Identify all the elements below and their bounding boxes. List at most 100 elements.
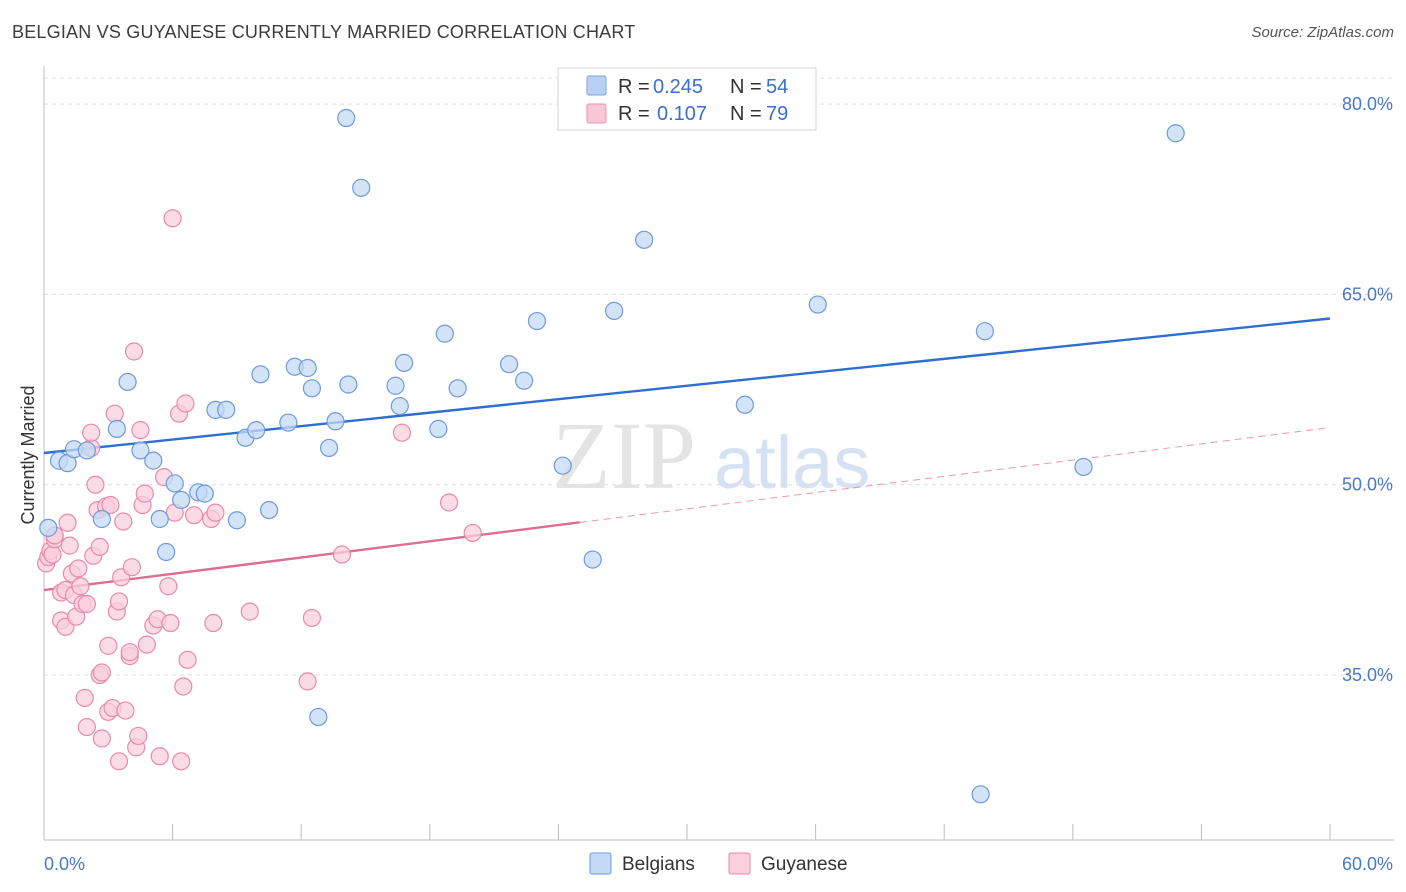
data-points	[37, 108, 1185, 804]
point-belgians	[971, 785, 990, 804]
point-belgians	[515, 371, 534, 390]
point-belgians	[172, 490, 191, 510]
point-guyanese	[124, 342, 144, 361]
trend-line-extension-guyanese	[579, 427, 1331, 523]
point-guyanese	[163, 209, 182, 228]
point-belgians	[1166, 124, 1185, 143]
point-belgians	[302, 379, 322, 398]
point-belgians	[339, 375, 358, 394]
point-guyanese	[120, 643, 139, 662]
gridlines	[44, 77, 1394, 676]
point-guyanese	[161, 613, 180, 633]
point-guyanese	[172, 752, 191, 771]
point-belgians	[635, 230, 654, 249]
point-guyanese	[105, 404, 124, 423]
point-belgians	[195, 484, 214, 503]
point-belgians	[500, 355, 519, 374]
point-guyanese	[71, 577, 90, 596]
point-guyanese	[90, 537, 109, 556]
point-guyanese	[116, 701, 135, 720]
legend-r-value-guyanese: 0.107	[657, 103, 707, 125]
point-guyanese	[463, 523, 482, 543]
y-tick-label: 80.0%	[1342, 94, 1393, 114]
point-belgians	[394, 353, 414, 373]
point-guyanese	[178, 650, 197, 669]
legend-r-value-belgians: 0.245	[653, 76, 703, 98]
tick-labels: 80.0% 65.0% 50.0% 35.0% 0.0% 60.0%	[44, 94, 1393, 874]
point-belgians	[150, 509, 169, 529]
point-belgians	[605, 301, 624, 320]
y-tick-label: 50.0%	[1342, 475, 1393, 495]
point-guyanese	[204, 613, 223, 633]
point-guyanese	[439, 493, 459, 512]
trend-line-guyanese	[43, 521, 580, 592]
point-belgians	[390, 396, 409, 416]
point-guyanese	[332, 545, 352, 564]
point-belgians	[92, 509, 111, 529]
point-guyanese	[58, 513, 77, 532]
point-belgians	[583, 550, 602, 569]
point-belgians	[326, 412, 345, 431]
point-belgians	[144, 451, 163, 470]
point-belgians	[319, 438, 339, 458]
legend-n-label-belgians: N =	[730, 76, 762, 98]
point-belgians	[259, 500, 279, 520]
point-guyanese	[77, 594, 96, 614]
watermark-zip: ZIP	[552, 402, 696, 509]
chart-title: BELGIAN VS GUYANESE CURRENTLY MARRIED CO…	[12, 22, 636, 42]
point-guyanese	[92, 663, 111, 682]
bottom-legend-swatch-guyanese	[728, 852, 751, 875]
point-belgians	[309, 707, 328, 727]
legend-n-label-guyanese: N =	[730, 103, 762, 125]
point-guyanese	[114, 512, 133, 531]
point-guyanese	[302, 608, 322, 628]
point-guyanese	[135, 484, 154, 503]
point-guyanese	[298, 672, 317, 691]
point-belgians	[298, 358, 317, 378]
source-credit: Source: ZipAtlas.com	[1251, 24, 1394, 41]
x-tick-label: 60.0%	[1342, 854, 1393, 874]
point-belgians	[279, 413, 298, 432]
point-guyanese	[131, 421, 150, 440]
x-tick-label: 0.0%	[44, 854, 85, 874]
point-belgians	[165, 474, 184, 493]
point-guyanese	[184, 506, 204, 525]
point-guyanese	[77, 717, 96, 737]
point-guyanese	[206, 503, 225, 522]
point-guyanese	[60, 536, 79, 555]
point-belgians	[975, 322, 995, 341]
point-belgians	[217, 400, 236, 419]
point-guyanese	[150, 747, 169, 766]
point-belgians	[1074, 457, 1093, 477]
y-axis-title: Currently Married	[18, 385, 38, 524]
point-guyanese	[75, 688, 94, 707]
point-guyanese	[122, 558, 141, 577]
point-guyanese	[174, 677, 193, 696]
legend-swatch-guyanese	[586, 103, 607, 124]
watermark-atlas: atlas	[714, 421, 870, 504]
point-belgians	[227, 511, 246, 530]
point-guyanese	[99, 636, 118, 655]
legend-n-value-guyanese: 79	[766, 103, 788, 125]
bottom-legend-swatch-belgians	[589, 852, 612, 875]
point-belgians	[735, 395, 754, 414]
point-belgians	[247, 421, 266, 440]
point-belgians	[448, 379, 467, 398]
legend-r-label-guyanese: R =	[618, 103, 650, 125]
point-guyanese	[101, 495, 120, 515]
point-belgians	[429, 419, 448, 438]
point-guyanese	[137, 635, 156, 654]
y-tick-label: 65.0%	[1342, 284, 1393, 304]
point-belgians	[435, 324, 454, 343]
point-guyanese	[109, 592, 129, 611]
point-belgians	[107, 419, 126, 438]
point-belgians	[527, 311, 547, 331]
point-belgians	[77, 441, 96, 460]
point-belgians	[386, 376, 405, 395]
legend-r-label-belgians: R =	[618, 76, 650, 98]
point-guyanese	[82, 423, 101, 442]
point-guyanese	[109, 752, 129, 771]
point-belgians	[118, 372, 137, 392]
point-guyanese	[43, 545, 62, 564]
